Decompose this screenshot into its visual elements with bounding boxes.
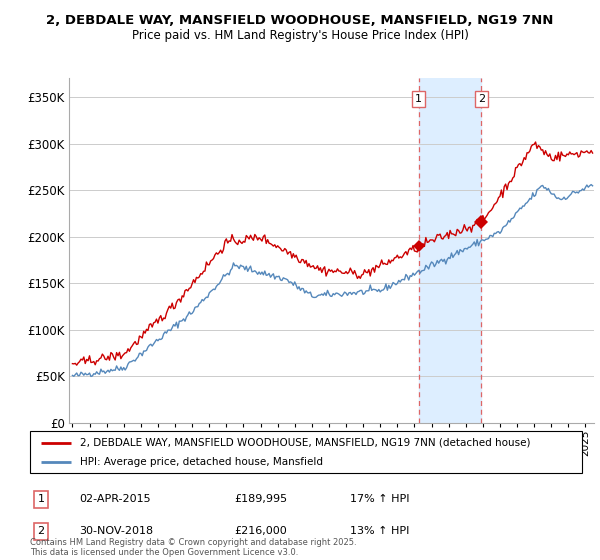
Text: £216,000: £216,000 xyxy=(234,526,287,536)
Text: 2: 2 xyxy=(478,94,485,104)
Text: Contains HM Land Registry data © Crown copyright and database right 2025.
This d: Contains HM Land Registry data © Crown c… xyxy=(30,538,356,557)
Text: 13% ↑ HPI: 13% ↑ HPI xyxy=(350,526,410,536)
Text: 2: 2 xyxy=(37,526,44,536)
FancyBboxPatch shape xyxy=(30,431,582,473)
Text: 2, DEBDALE WAY, MANSFIELD WOODHOUSE, MANSFIELD, NG19 7NN: 2, DEBDALE WAY, MANSFIELD WOODHOUSE, MAN… xyxy=(46,14,554,27)
Text: 30-NOV-2018: 30-NOV-2018 xyxy=(80,526,154,536)
Text: 1: 1 xyxy=(38,494,44,504)
Text: £189,995: £189,995 xyxy=(234,494,287,504)
Text: 2, DEBDALE WAY, MANSFIELD WOODHOUSE, MANSFIELD, NG19 7NN (detached house): 2, DEBDALE WAY, MANSFIELD WOODHOUSE, MAN… xyxy=(80,437,530,447)
Bar xyxy=(419,78,481,423)
Text: 02-APR-2015: 02-APR-2015 xyxy=(80,494,151,504)
Text: Price paid vs. HM Land Registry's House Price Index (HPI): Price paid vs. HM Land Registry's House … xyxy=(131,29,469,42)
Text: 1: 1 xyxy=(415,94,422,104)
Text: 17% ↑ HPI: 17% ↑ HPI xyxy=(350,494,410,504)
Text: HPI: Average price, detached house, Mansfield: HPI: Average price, detached house, Mans… xyxy=(80,457,323,467)
